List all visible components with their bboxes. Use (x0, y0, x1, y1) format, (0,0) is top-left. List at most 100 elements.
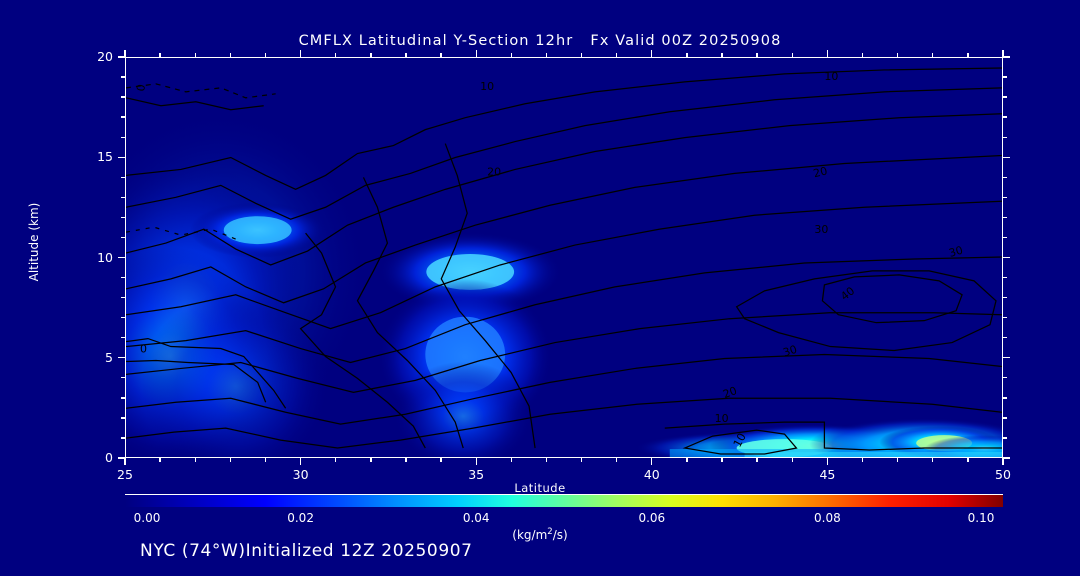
x-tick-minor (686, 458, 688, 462)
y-tick-minor (121, 116, 125, 118)
x-tick-top (299, 50, 302, 57)
contour-overlay: 0 0 10 10 20 20 30 30 30 40 10 10 20 (126, 67, 1002, 455)
y-tick-minor (121, 196, 125, 199)
y-tick-minor (118, 457, 125, 459)
x-tick-label: 50 (995, 467, 1011, 482)
heatmap-field (126, 58, 1002, 457)
y-tick-label: 15 (97, 149, 113, 165)
x-tick-top (370, 53, 372, 57)
x-tick-top (721, 53, 723, 57)
x-tick-top (686, 53, 688, 57)
y-tick-minor (121, 136, 125, 138)
x-tick-top (791, 53, 793, 57)
svg-text:10: 10 (731, 431, 749, 449)
y-tick-right (1003, 156, 1010, 158)
x-tick-minor (335, 458, 337, 462)
x-tick-minor (651, 458, 653, 465)
x-tick-minor (791, 458, 793, 462)
y-tick-label: 5 (105, 349, 113, 365)
x-tick-top (335, 53, 337, 57)
x-tick-label: 45 (819, 467, 836, 482)
x-tick-minor (861, 458, 864, 462)
y-tick-label: 20 (97, 49, 113, 64)
x-tick-top (651, 50, 653, 57)
x-tick-minor (299, 458, 302, 465)
x-tick-top (861, 53, 864, 57)
x-tick-top (475, 50, 477, 57)
y-tick-right (1003, 76, 1007, 78)
x-tick-minor (405, 458, 407, 462)
svg-text:0: 0 (134, 83, 148, 92)
y-tick-minor (121, 337, 125, 339)
colorbar (125, 494, 1003, 507)
svg-text:20: 20 (487, 165, 501, 178)
svg-text:10: 10 (824, 70, 838, 83)
svg-text:30: 30 (814, 223, 828, 236)
y-tick-right (1003, 276, 1007, 279)
y-tick-label: 0 (105, 450, 113, 465)
x-tick-minor (896, 458, 899, 462)
x-tick-minor (1002, 458, 1004, 465)
colorbar-tick-label: 0.08 (814, 511, 841, 525)
x-tick-label: 40 (643, 467, 660, 482)
y-tick-right (1003, 437, 1007, 439)
x-tick-minor (826, 458, 829, 465)
x-tick-top (229, 53, 232, 57)
x-tick-label: 30 (292, 467, 309, 482)
y-tick-minor (118, 56, 125, 58)
x-tick-minor (721, 458, 723, 462)
x-tick-top (264, 53, 267, 57)
y-tick-minor (118, 156, 125, 158)
colorbar-units: (kg/m2/s) (0, 527, 1080, 542)
x-tick-minor (124, 458, 126, 465)
y-tick-right (1003, 397, 1007, 399)
y-tick-minor (121, 417, 125, 419)
colorbar-tick-label: 0.06 (638, 511, 666, 525)
y-tick-minor (121, 216, 125, 219)
x-axis-title: Latitude (514, 481, 566, 495)
init-caption: NYC (74°W)Initialized 12Z 20250907 (140, 541, 473, 561)
y-tick-minor (121, 377, 125, 379)
x-tick-minor (580, 458, 583, 462)
x-tick-minor (159, 458, 161, 462)
x-tick-minor (756, 458, 758, 462)
plot-area: 0 0 10 10 20 20 30 30 30 40 10 10 20 (125, 57, 1003, 458)
x-tick-top (159, 53, 161, 57)
y-tick-right (1003, 457, 1010, 459)
y-tick-right (1003, 216, 1007, 219)
svg-text:20: 20 (721, 384, 739, 401)
x-tick-top (615, 53, 618, 57)
y-tick-minor (121, 276, 125, 279)
x-tick-minor (545, 458, 548, 462)
x-tick-top (124, 50, 126, 57)
x-tick-minor (615, 458, 618, 462)
y-tick-minor (121, 76, 125, 78)
svg-text:40: 40 (838, 284, 857, 303)
y-tick-right (1003, 296, 1007, 299)
x-tick-minor (510, 458, 512, 462)
y-tick-right (1003, 357, 1010, 359)
colorbar-tick-label: 0.04 (462, 511, 490, 525)
page-title: CMFLX Latitudinal Y-Section 12hr Fx Vali… (298, 33, 782, 49)
x-tick-label: 25 (117, 467, 133, 482)
svg-text:20: 20 (812, 164, 829, 180)
x-tick-minor (932, 458, 934, 462)
svg-text:10: 10 (480, 80, 494, 93)
svg-text:30: 30 (781, 343, 798, 360)
x-tick-minor (475, 458, 477, 465)
svg-text:30: 30 (947, 244, 964, 260)
y-tick-right (1003, 337, 1007, 339)
x-tick-top (580, 53, 583, 57)
x-tick-top (194, 53, 196, 57)
x-tick-label: 35 (468, 467, 485, 482)
units-suffix: /s) (552, 528, 568, 542)
y-tick-right (1003, 417, 1007, 419)
x-tick-minor (440, 458, 442, 462)
y-tick-minor (121, 176, 125, 178)
y-tick-minor (121, 397, 125, 399)
y-tick-right (1003, 196, 1007, 199)
y-axis-title: Altitude (km) (27, 202, 41, 282)
x-tick-top (1002, 50, 1004, 57)
colorbar-tick-label: 0.02 (287, 511, 314, 525)
